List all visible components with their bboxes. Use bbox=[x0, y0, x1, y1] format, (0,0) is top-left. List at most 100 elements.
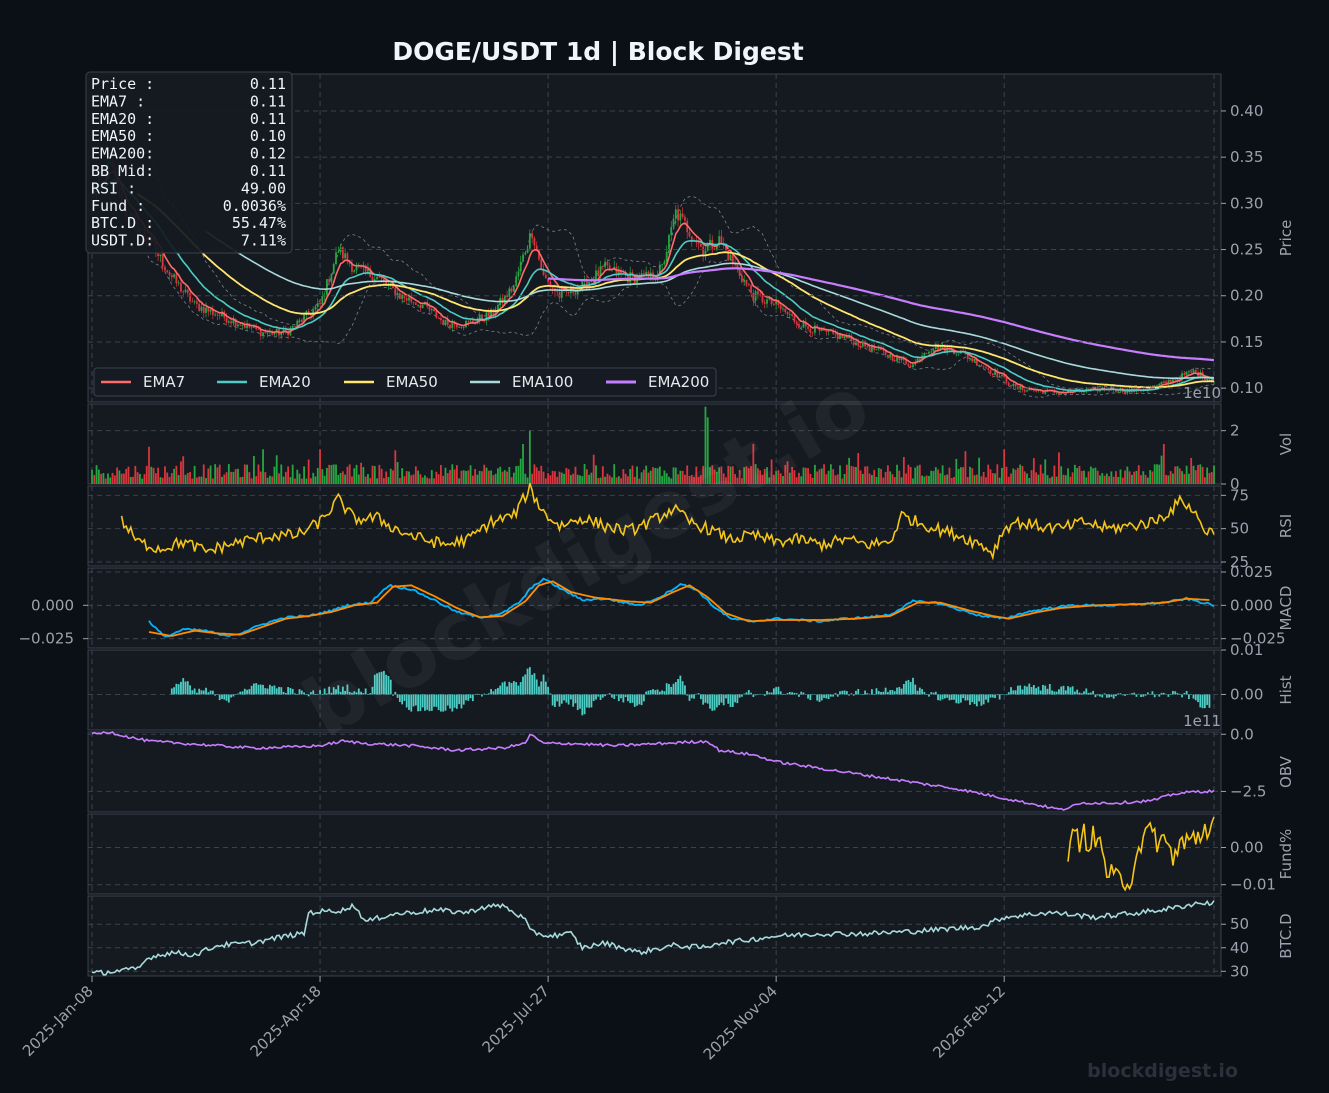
obv-line bbox=[91, 731, 1215, 811]
volume-bar bbox=[104, 478, 107, 484]
volume-bar bbox=[408, 471, 410, 484]
hist-bar bbox=[743, 693, 746, 695]
hist-bar bbox=[777, 686, 780, 695]
volume-bar bbox=[713, 469, 716, 484]
hist-bar bbox=[592, 694, 595, 701]
hist-bar bbox=[214, 694, 217, 696]
candle-body bbox=[843, 335, 846, 339]
volume-bar bbox=[159, 477, 162, 484]
volume-bar bbox=[551, 470, 554, 484]
volume-bar bbox=[378, 464, 381, 484]
volume-bar bbox=[1062, 474, 1065, 484]
hist-bar bbox=[196, 692, 198, 695]
hist-bar bbox=[351, 692, 353, 695]
hist-bar bbox=[631, 694, 634, 703]
volume-bar bbox=[394, 450, 397, 484]
volume-bar bbox=[1126, 466, 1129, 484]
volume-bar bbox=[143, 474, 146, 484]
volume-bar bbox=[305, 478, 308, 484]
hist-bar bbox=[567, 694, 570, 705]
volume-bar bbox=[300, 478, 303, 484]
hist-bar bbox=[1188, 694, 1190, 700]
legend-label-ema50: EMA50 bbox=[386, 373, 438, 391]
hist-bar bbox=[747, 689, 750, 695]
info-value-3: 0.10 bbox=[250, 127, 286, 145]
volume-bar bbox=[706, 417, 709, 484]
candle-body bbox=[383, 278, 385, 281]
candle-body bbox=[896, 356, 898, 362]
volume-bar bbox=[652, 467, 654, 484]
volume-bar bbox=[588, 474, 591, 484]
hist-bar bbox=[485, 694, 488, 695]
volume-bar bbox=[1110, 471, 1113, 484]
hist-bar bbox=[556, 694, 559, 702]
volume-bar bbox=[611, 477, 613, 484]
candle-body bbox=[549, 281, 552, 287]
panel-fund-frame bbox=[87, 813, 1222, 895]
candle-body bbox=[271, 331, 274, 335]
hist-bar bbox=[884, 687, 887, 695]
candle-body bbox=[551, 286, 554, 289]
volume-bar bbox=[1149, 470, 1152, 484]
panel-price-yticks: 0.10 0.15 0.20 0.25 0.30 0.35 0.40 bbox=[88, 102, 1263, 397]
volume-bar bbox=[581, 476, 584, 484]
hist-bar bbox=[941, 694, 944, 700]
hist-bar bbox=[772, 688, 775, 695]
candle-body bbox=[321, 295, 324, 305]
candle-body bbox=[688, 232, 691, 237]
volume-bar bbox=[440, 465, 442, 484]
volume-bar bbox=[1203, 477, 1206, 484]
candle-body bbox=[882, 349, 885, 351]
hist-bar bbox=[490, 689, 492, 695]
panel-hist-ylabel: Hist bbox=[1277, 675, 1295, 704]
volume-bar bbox=[770, 459, 773, 484]
candle-body bbox=[1089, 387, 1092, 391]
candle-body bbox=[253, 325, 255, 328]
volume-bar bbox=[1087, 471, 1090, 484]
volume-bar bbox=[934, 467, 937, 484]
volume-bar bbox=[1185, 465, 1188, 484]
hist-bar bbox=[1069, 687, 1072, 695]
volume-bar bbox=[138, 473, 141, 484]
volume-bar bbox=[918, 464, 921, 484]
candle-body bbox=[841, 333, 844, 339]
hist-bar bbox=[1140, 694, 1142, 697]
hist-bar bbox=[690, 694, 693, 699]
hist-bar bbox=[891, 689, 894, 695]
hist-bar bbox=[647, 690, 650, 695]
volume-bar bbox=[570, 475, 572, 484]
volume-bar bbox=[991, 473, 994, 484]
hist-bar bbox=[946, 694, 949, 698]
volume-bar bbox=[1101, 473, 1104, 484]
hist-bar bbox=[287, 686, 290, 695]
info-value-6: 49.00 bbox=[241, 179, 286, 197]
candle-body bbox=[907, 363, 910, 366]
volume-bar bbox=[531, 473, 534, 484]
volume-bar bbox=[453, 469, 456, 484]
volume-bar bbox=[275, 455, 278, 484]
hist-bar bbox=[791, 692, 794, 695]
hist-bar bbox=[572, 694, 575, 707]
hist-bar bbox=[250, 685, 253, 695]
volume-bar bbox=[189, 471, 191, 484]
hist-bar bbox=[1172, 690, 1174, 695]
volume-bar bbox=[877, 468, 880, 484]
candle-body bbox=[642, 273, 645, 275]
volume-bar bbox=[173, 468, 175, 484]
volume-bar bbox=[1042, 473, 1044, 484]
volume-bar bbox=[921, 475, 923, 484]
volume-bar bbox=[148, 446, 150, 484]
panel-obv-tick-1: −2.5 bbox=[1230, 782, 1266, 800]
panel-macd-yticks: 0.025 0.000 −0.025 bbox=[88, 563, 1286, 648]
hist-bar bbox=[636, 694, 638, 706]
volume-bar bbox=[483, 464, 486, 484]
hist-bar bbox=[253, 683, 255, 695]
volume-bar bbox=[1160, 455, 1163, 484]
hist-bar bbox=[478, 694, 481, 695]
hist-bar bbox=[474, 694, 477, 695]
hist-bar bbox=[230, 694, 233, 698]
hist-bar bbox=[839, 691, 841, 695]
hist-bar bbox=[563, 694, 565, 701]
hist-bar bbox=[173, 687, 175, 695]
hist-bar bbox=[332, 687, 335, 695]
